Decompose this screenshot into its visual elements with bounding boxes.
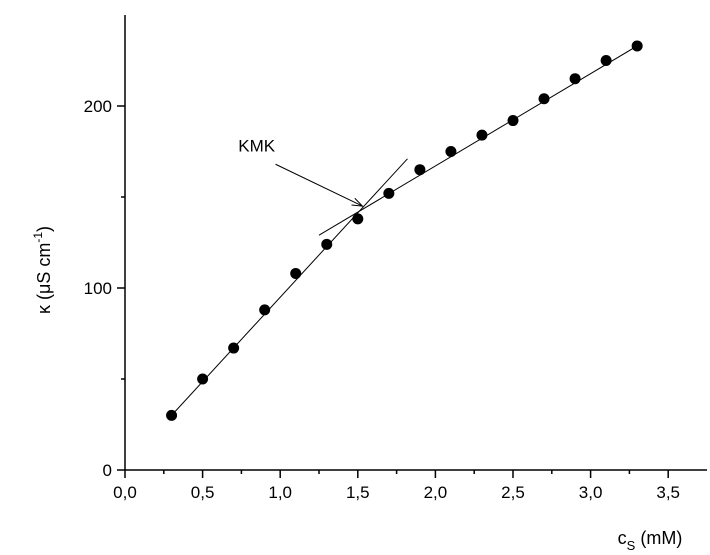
fit-lines [171, 45, 638, 416]
data-point [445, 146, 457, 157]
data-point [569, 73, 581, 85]
data-point [476, 129, 488, 141]
y-tick-label: 100 [84, 279, 112, 298]
data-point [290, 267, 302, 279]
x-tick-label: 0,5 [191, 483, 215, 502]
data-point [631, 40, 643, 52]
x-tick-label: 1,0 [268, 483, 292, 502]
annotation-arrow-head [351, 197, 364, 207]
data-point [538, 93, 550, 105]
data-point [352, 213, 364, 225]
x-tick-label: 3,0 [579, 483, 603, 502]
x-tick-label: 1,5 [346, 483, 370, 502]
annotation: KMK [238, 137, 364, 207]
x-tick-label: 3,5 [656, 483, 680, 502]
data-point [321, 238, 333, 250]
data-point [507, 115, 519, 127]
y-tick-label: 200 [84, 97, 112, 116]
data-points [166, 40, 643, 421]
data-point [197, 373, 209, 385]
x-tick-label: 2,5 [501, 483, 525, 502]
data-point [166, 409, 178, 421]
data-point [259, 304, 271, 316]
x-tick-label: 2,0 [424, 483, 448, 502]
y-axis-title: κ (μS cm-1) [31, 226, 54, 314]
annotation-arrow-line [275, 163, 363, 207]
y-ticks: 0 100 200 [84, 97, 125, 480]
data-point [383, 187, 395, 199]
y-tick-label: 0 [103, 461, 112, 480]
fit-line [171, 158, 408, 416]
data-point [414, 164, 426, 176]
axes [124, 15, 707, 471]
x-axis-title: cS (mM) [618, 528, 683, 553]
fit-line [318, 45, 638, 236]
x-tick-label: 0,0 [113, 483, 137, 502]
x-ticks: 0,0 0,5 1,0 1,5 2,0 2,5 3,0 3,5 [113, 470, 680, 502]
data-point [600, 55, 612, 66]
data-point [228, 342, 240, 354]
annotation-label: KMK [238, 137, 276, 156]
